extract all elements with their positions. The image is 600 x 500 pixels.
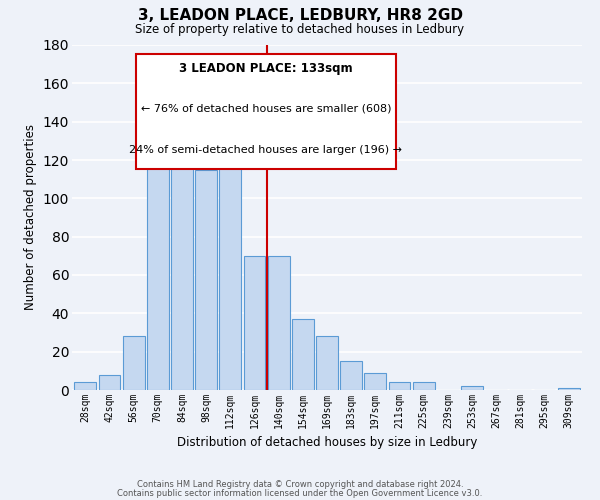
Bar: [413, 382, 434, 390]
Text: ← 76% of detached houses are smaller (608): ← 76% of detached houses are smaller (60…: [140, 104, 391, 114]
FancyBboxPatch shape: [136, 54, 396, 169]
Text: Size of property relative to detached houses in Ledbury: Size of property relative to detached ho…: [136, 22, 464, 36]
Bar: [292, 319, 314, 390]
Bar: [123, 336, 145, 390]
Bar: [268, 256, 290, 390]
Text: 24% of semi-detached houses are larger (196) →: 24% of semi-detached houses are larger (…: [130, 145, 403, 155]
X-axis label: Distribution of detached houses by size in Ledbury: Distribution of detached houses by size …: [177, 436, 477, 450]
Text: Contains HM Land Registry data © Crown copyright and database right 2024.: Contains HM Land Registry data © Crown c…: [137, 480, 463, 489]
Bar: [147, 110, 169, 390]
Bar: [389, 382, 410, 390]
Bar: [98, 374, 121, 390]
Bar: [558, 388, 580, 390]
Bar: [340, 361, 362, 390]
Bar: [364, 373, 386, 390]
Bar: [220, 122, 241, 390]
Bar: [244, 256, 265, 390]
Bar: [461, 386, 483, 390]
Bar: [171, 143, 193, 390]
Bar: [316, 336, 338, 390]
Bar: [74, 382, 96, 390]
Text: Contains public sector information licensed under the Open Government Licence v3: Contains public sector information licen…: [118, 488, 482, 498]
Y-axis label: Number of detached properties: Number of detached properties: [24, 124, 37, 310]
Text: 3, LEADON PLACE, LEDBURY, HR8 2GD: 3, LEADON PLACE, LEDBURY, HR8 2GD: [137, 8, 463, 22]
Text: 3 LEADON PLACE: 133sqm: 3 LEADON PLACE: 133sqm: [179, 62, 353, 75]
Bar: [195, 170, 217, 390]
